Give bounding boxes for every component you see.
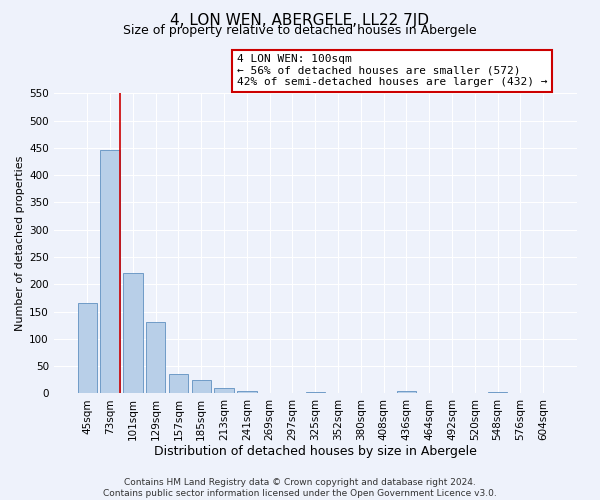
Bar — [191, 380, 211, 394]
Bar — [305, 392, 325, 394]
Bar — [214, 388, 234, 394]
Text: Contains HM Land Registry data © Crown copyright and database right 2024.
Contai: Contains HM Land Registry data © Crown c… — [103, 478, 497, 498]
X-axis label: Distribution of detached houses by size in Abergele: Distribution of detached houses by size … — [154, 444, 477, 458]
Bar — [123, 274, 143, 394]
Text: Size of property relative to detached houses in Abergele: Size of property relative to detached ho… — [123, 24, 477, 37]
Y-axis label: Number of detached properties: Number of detached properties — [15, 156, 25, 331]
Bar — [237, 390, 257, 394]
Text: 4, LON WEN, ABERGELE, LL22 7JD: 4, LON WEN, ABERGELE, LL22 7JD — [170, 12, 430, 28]
Text: 4 LON WEN: 100sqm
← 56% of detached houses are smaller (572)
42% of semi-detache: 4 LON WEN: 100sqm ← 56% of detached hous… — [237, 54, 547, 88]
Bar — [169, 374, 188, 394]
Bar — [77, 304, 97, 394]
Bar — [397, 391, 416, 394]
Bar — [146, 322, 166, 394]
Bar — [100, 150, 120, 394]
Bar — [488, 392, 508, 394]
